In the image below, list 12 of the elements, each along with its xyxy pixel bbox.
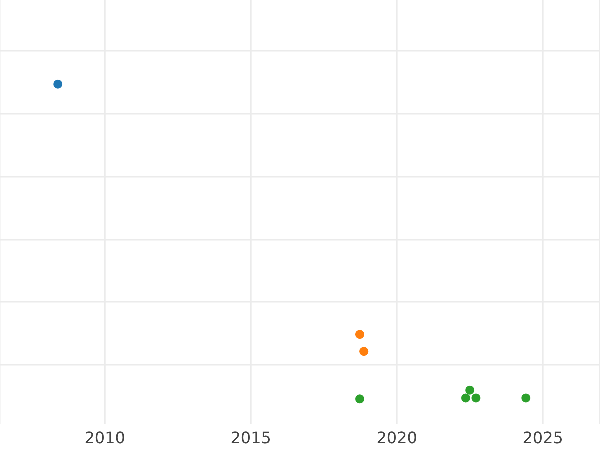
point <box>54 80 63 89</box>
point <box>356 330 364 340</box>
point <box>356 394 364 404</box>
point <box>522 394 531 403</box>
point <box>461 394 470 403</box>
point <box>360 347 369 356</box>
x-tick-label: 2020 <box>376 428 418 448</box>
x-tick-label: 2025 <box>522 428 564 448</box>
point <box>466 386 475 395</box>
x-tick-label: 2015 <box>230 428 272 448</box>
x-tick-label: 2010 <box>84 428 126 448</box>
point <box>472 394 481 403</box>
